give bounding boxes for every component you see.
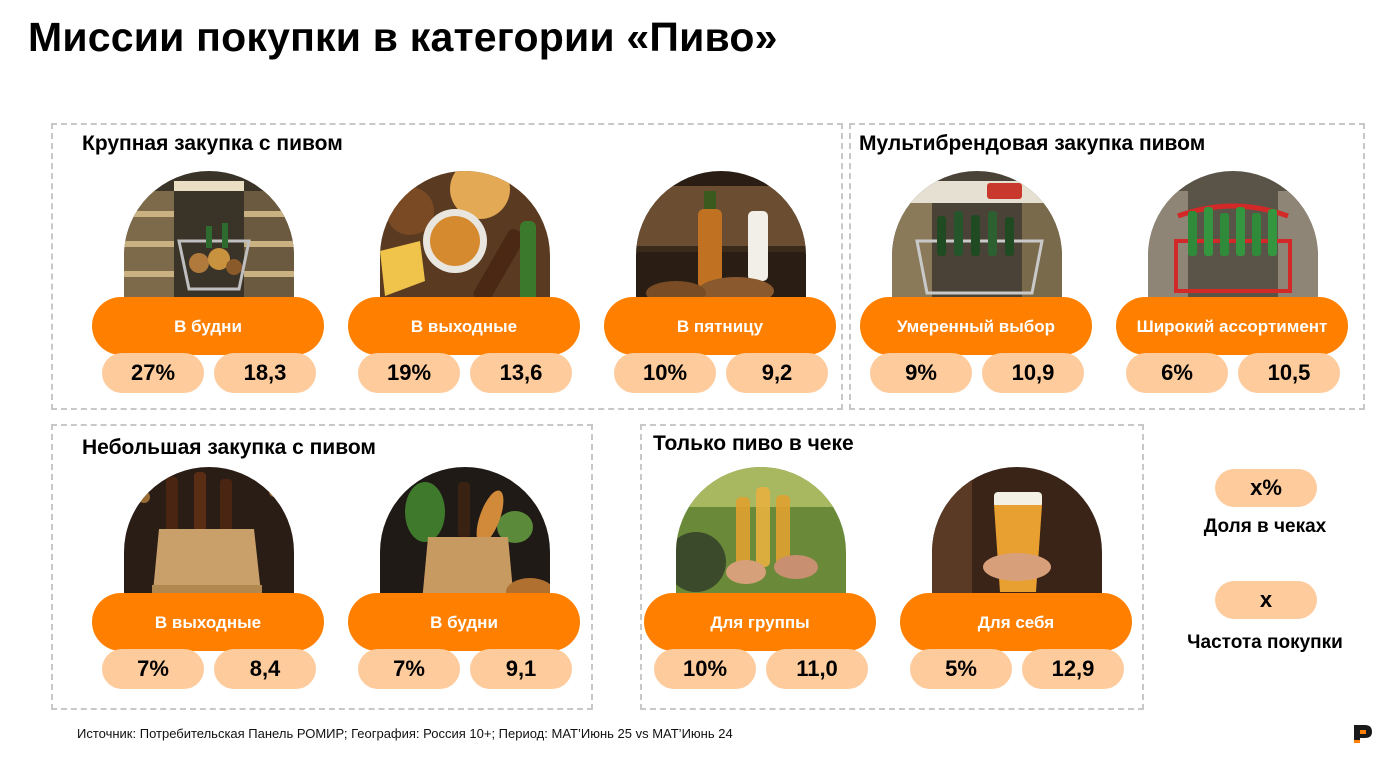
group-title: Мультибрендовая закупка пивом [859,132,1206,155]
share-badge: 6% [1126,353,1228,393]
mission-label: В будни [348,593,580,651]
share-badge: 7% [358,649,460,689]
share-badge: 10% [654,649,756,689]
frequency-badge: 9,1 [470,649,572,689]
mission-card: В выходные 19% 13,6 [348,171,580,397]
share-badge: 27% [102,353,204,393]
frequency-badge: 10,5 [1238,353,1340,393]
mission-group-only-beer [640,424,1144,710]
mission-card: В будни 7% 9,1 [348,467,580,693]
friends-toast-photo [676,467,846,602]
mission-label: В будни [92,297,324,355]
mission-group-small-purchase [51,424,593,710]
group-title: Крупная закупка с пивом [82,132,343,155]
mission-card: В выходные 7% 8,4 [92,467,324,693]
beer-basket-photo [1148,171,1318,306]
group-title: Небольшая закупка с пивом [82,436,376,459]
mission-card: В будни 27% 18,3 [92,171,324,397]
frequency-badge: 12,9 [1022,649,1124,689]
group-title: Только пиво в чеке [653,432,854,455]
mission-label: В выходные [92,593,324,651]
share-badge: 19% [358,353,460,393]
mission-label: Для себя [900,593,1132,651]
mission-label: Умеренный выбор [860,297,1092,355]
paper-bag-beer-photo [124,467,294,602]
mission-card: Для себя 5% 12,9 [900,467,1132,693]
frequency-badge: 8,4 [214,649,316,689]
beer-bottle-and-milk-photo [636,171,806,306]
beer-cart-photo [892,171,1062,306]
mission-card: В пятницу 10% 9,2 [604,171,836,397]
legend-share-label: Доля в чеках [1203,516,1327,537]
frequency-badge: 11,0 [766,649,868,689]
mission-label: Для группы [644,593,876,651]
source-note: Источник: Потребительская Панель РОМИР; … [77,726,733,741]
supermarket-cart-photo [124,171,294,306]
share-badge: 9% [870,353,972,393]
legend-share-symbol: x% [1215,469,1317,507]
mission-label: В пятницу [604,297,836,355]
frequency-badge: 18,3 [214,353,316,393]
mission-card: Для группы 10% 11,0 [644,467,876,693]
share-badge: 10% [614,353,716,393]
mission-card: Широкий ассортимент 6% 10,5 [1116,171,1348,397]
grocery-bag-photo [380,467,550,602]
romir-logo-icon [1352,723,1374,745]
legend-frequency-symbol: x [1215,581,1317,619]
page-title: Миссии покупки в категории «Пиво» [28,14,778,60]
frequency-badge: 10,9 [982,353,1084,393]
legend-frequency-label: Частота покупки [1187,632,1343,653]
frequency-badge: 13,6 [470,353,572,393]
mission-card: Умеренный выбор 9% 10,9 [860,171,1092,397]
mission-group-multibrand [849,123,1365,410]
share-badge: 7% [102,649,204,689]
mission-label: Широкий ассортимент [1116,297,1348,355]
mission-group-large-purchase [51,123,843,410]
share-badge: 5% [910,649,1012,689]
mission-label: В выходные [348,297,580,355]
frequency-badge: 9,2 [726,353,828,393]
